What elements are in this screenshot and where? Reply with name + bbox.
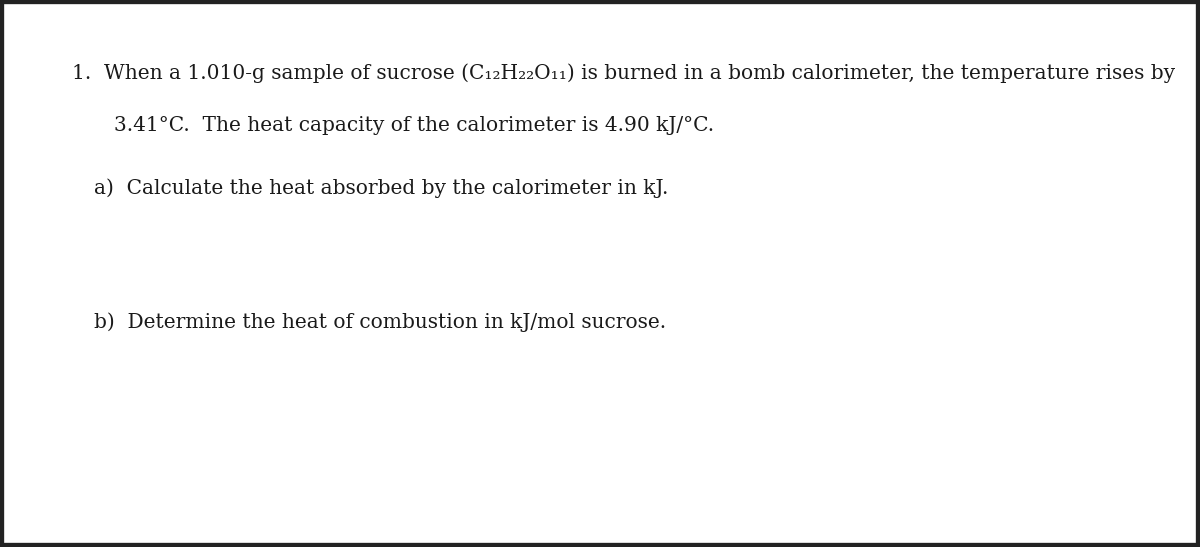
Text: 3.41°C.  The heat capacity of the calorimeter is 4.90 kJ/°C.: 3.41°C. The heat capacity of the calorim… [114,117,714,135]
Text: a)  Calculate the heat absorbed by the calorimeter in kJ.: a) Calculate the heat absorbed by the ca… [94,178,668,198]
Text: 1.  When a 1.010-g sample of sucrose (C₁₂H₂₂O₁₁) is burned in a bomb calorimeter: 1. When a 1.010-g sample of sucrose (C₁₂… [72,63,1175,83]
Text: b)  Determine the heat of combustion in kJ/mol sucrose.: b) Determine the heat of combustion in k… [94,312,666,332]
